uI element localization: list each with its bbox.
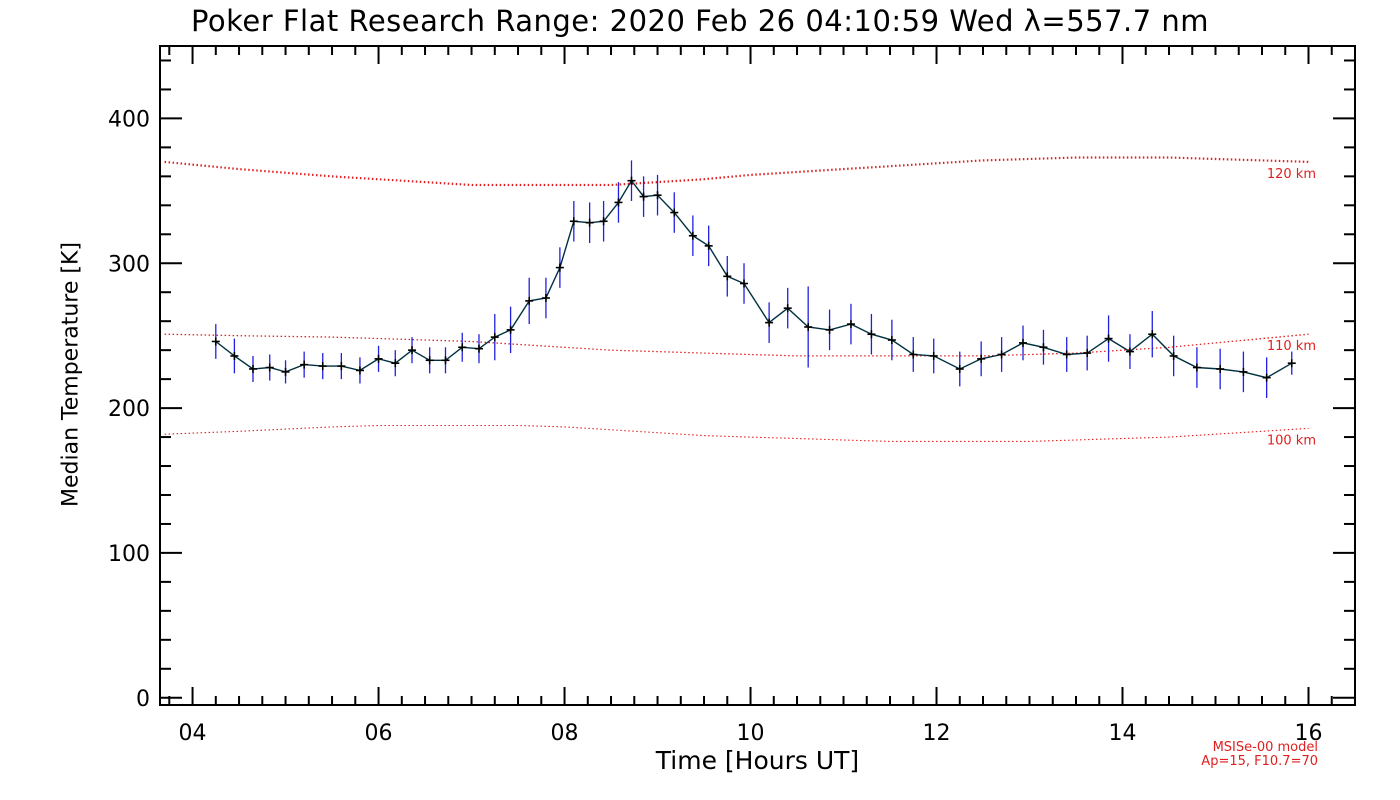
data-point [555,263,564,272]
data-point [955,364,964,373]
data-point [723,272,732,281]
model-line [164,424,1309,442]
data-point [929,351,938,360]
data-point [1239,367,1248,376]
data-point [1125,347,1134,356]
data-point [425,356,434,365]
x-tick-label: 12 [923,721,951,746]
data-point [1169,351,1178,360]
data-point [230,351,239,360]
data-point [653,191,662,200]
y-tick-label: 300 [108,252,150,277]
x-tick-label: 10 [737,721,765,746]
y-tick-label: 0 [136,687,150,712]
data-point [1039,343,1048,352]
data-point [765,318,774,327]
data-point [1019,338,1028,347]
measurement-markers [211,176,1296,382]
data-point [391,359,400,368]
data-point [1148,330,1157,339]
y-tick-label: 100 [108,542,150,567]
altitude-label: 110 km [1267,339,1316,354]
data-point [541,294,550,303]
data-point [318,362,327,371]
data-point [846,320,855,329]
x-tick-label: 06 [365,721,393,746]
chart-title: Poker Flat Research Range: 2020 Feb 26 0… [190,4,1210,38]
x-tick-label: 16 [1295,721,1323,746]
y-tick-label: 200 [108,397,150,422]
axis-tick-labels: 04 06 08 10 12 14 16 0 100 200 300 400 [108,107,1323,746]
data-point [569,217,578,226]
data-point [474,344,483,353]
data-point [1083,349,1092,358]
data-point [599,217,608,226]
data-point [506,325,515,334]
y-tick-label: 400 [108,107,150,132]
msis-model-lines: 120 km 110 km 100 km [164,156,1316,448]
data-point [248,364,257,373]
model-note-line2: Ap=15, F10.7=70 [1201,754,1318,769]
data-point [374,354,383,363]
data-point [887,336,896,345]
data-point [490,333,499,342]
data-point [688,231,697,240]
data-point [458,343,467,352]
data-point [408,346,417,355]
data-point [909,350,918,359]
model-line [164,156,1309,187]
data-point [337,362,346,371]
model-note-line1: MSISe-00 model [1212,740,1318,755]
x-tick-label: 04 [179,721,207,746]
data-point [614,198,623,207]
data-point [300,360,309,369]
data-point [825,325,834,334]
series-line [215,179,1293,379]
data-point [525,296,534,305]
altitude-label: 100 km [1267,433,1316,448]
x-axis-label: Time [Hours UT] [655,746,860,775]
model-note: MSISe-00 model Ap=15, F10.7=70 [1201,741,1318,769]
data-point [627,176,636,185]
measurement-errorbars [215,160,1293,398]
data-point [1216,364,1225,373]
data-point [1062,350,1071,359]
data-point [804,322,813,331]
data-point [997,350,1006,359]
data-point [783,304,792,313]
y-axis-label: Median Temperature [K] [58,242,84,507]
data-point [639,192,648,201]
x-tick-label: 14 [1109,721,1137,746]
data-point [1262,373,1271,382]
data-point [441,356,450,365]
data-point [211,337,220,346]
data-point [1104,334,1113,343]
model-line [164,333,1309,357]
data-point [281,367,290,376]
data-point [977,354,986,363]
data-point [585,218,594,227]
altitude-label: 120 km [1267,167,1316,182]
data-point [670,208,679,217]
axis-ticks [160,46,1355,705]
data-point [867,330,876,339]
data-point [740,279,749,288]
data-point [704,241,713,250]
plot-frame [159,45,1356,706]
measurement-line [215,179,1293,379]
x-tick-label: 08 [551,721,579,746]
data-point [355,366,364,375]
data-point [265,363,274,372]
data-point [1287,359,1296,368]
data-point [1192,363,1201,372]
